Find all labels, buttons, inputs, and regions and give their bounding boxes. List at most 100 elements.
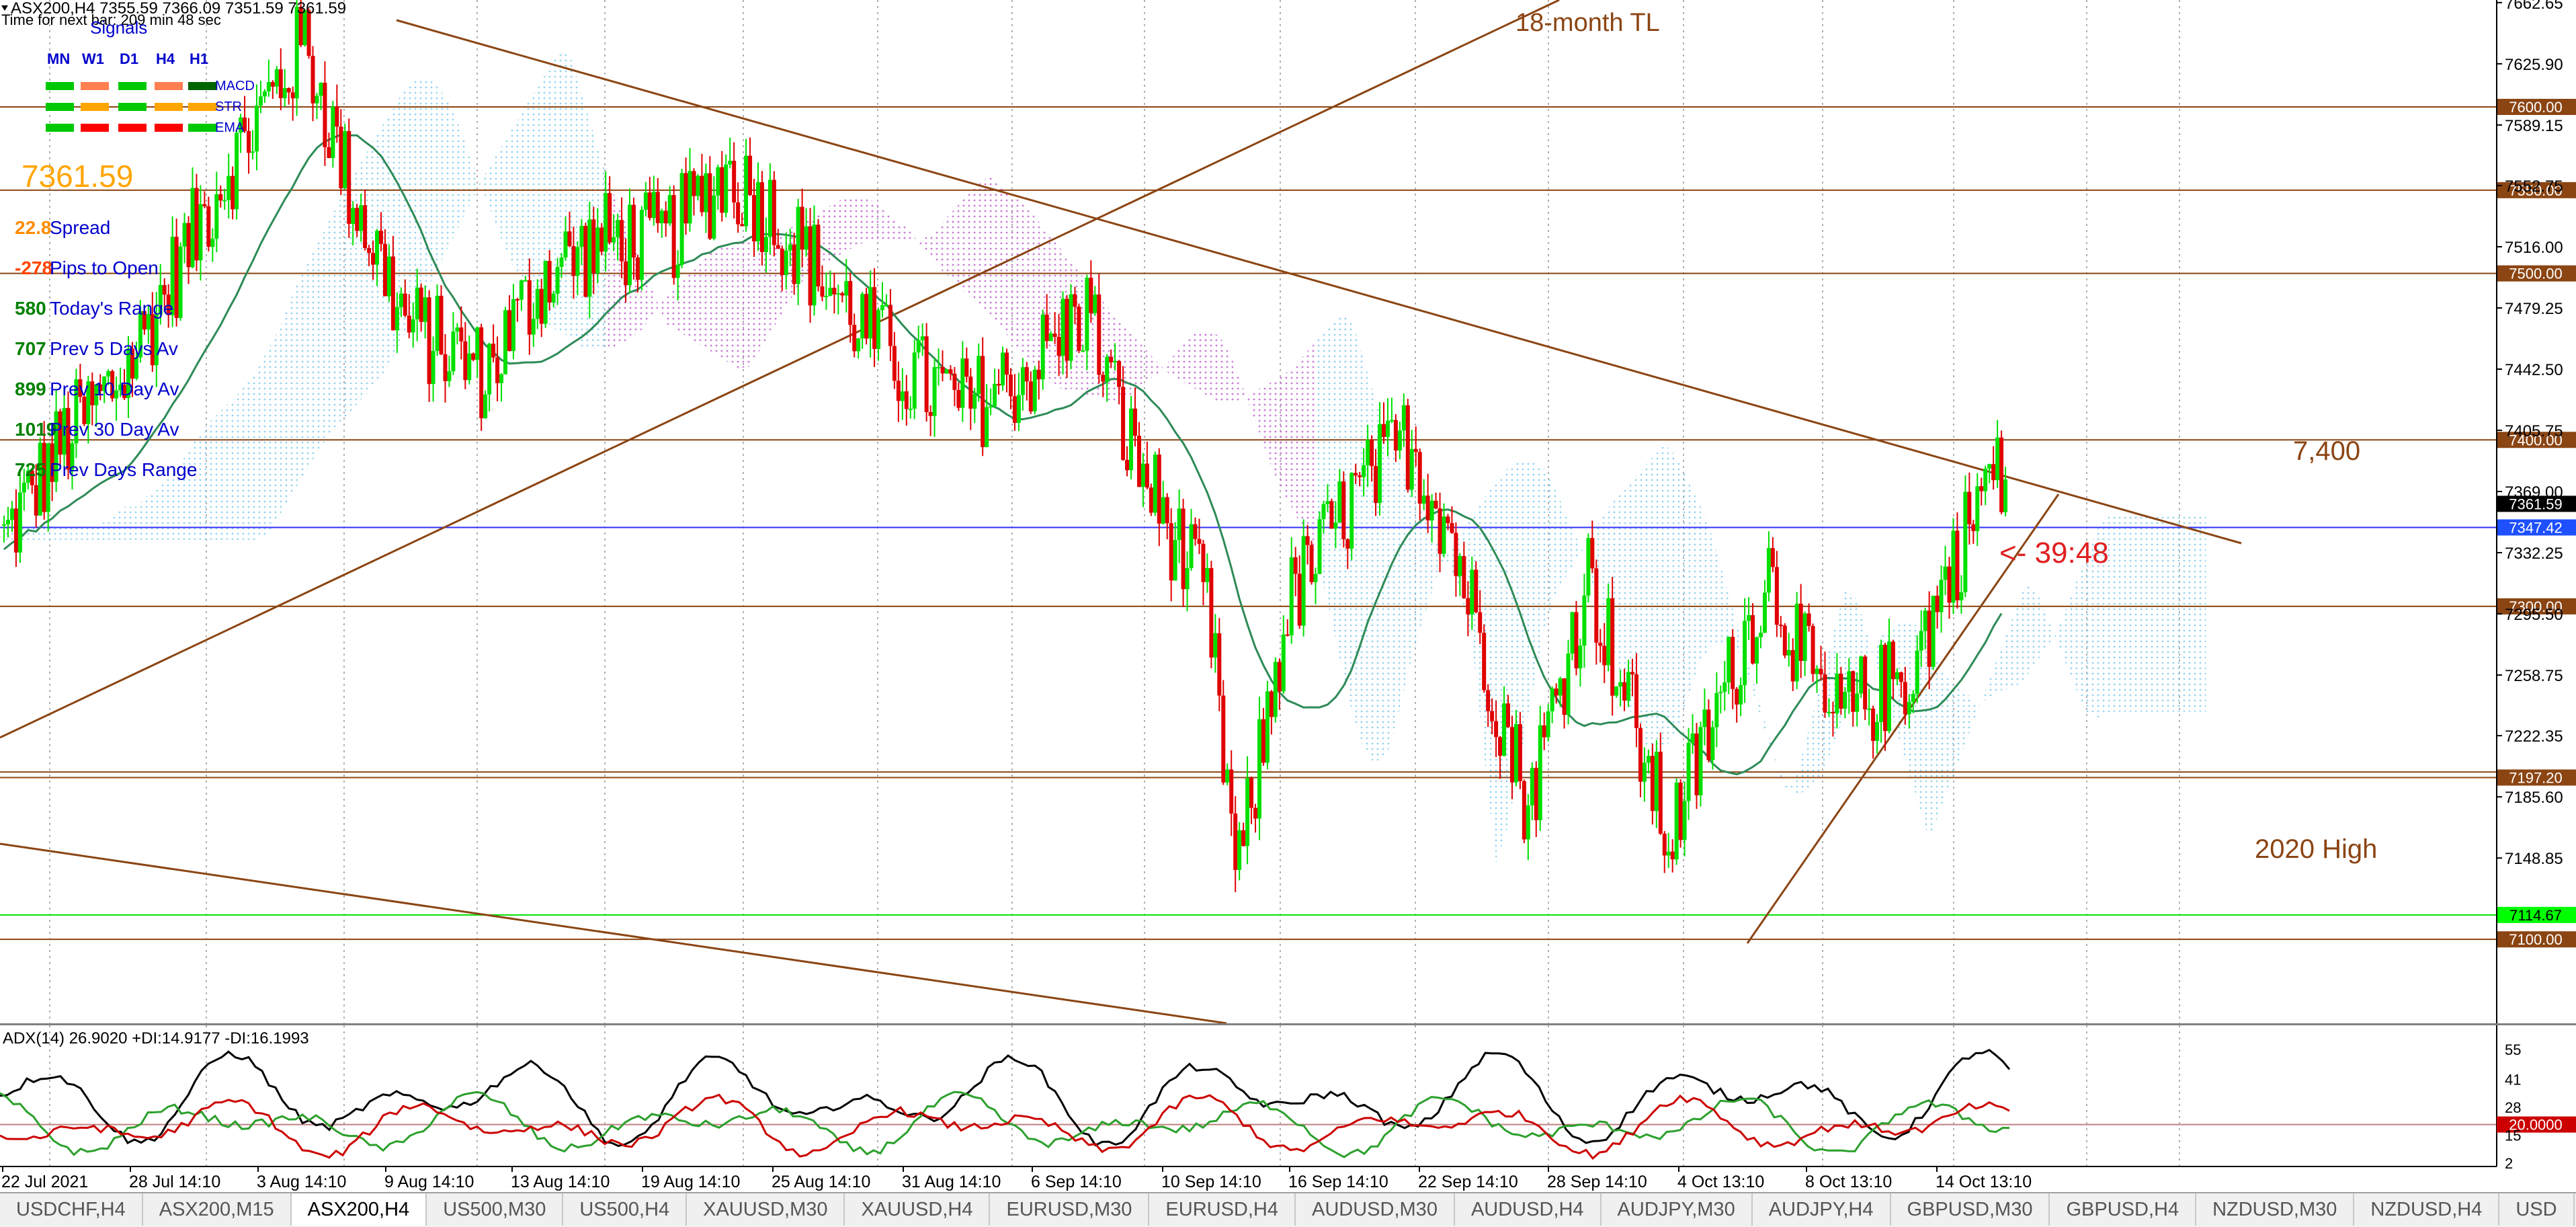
candle-body: [1558, 678, 1563, 696]
candle-body: [306, 10, 311, 56]
candle-body: [1181, 508, 1186, 590]
tab-audusd-m30[interactable]: AUDUSD,M30: [1296, 1193, 1455, 1226]
tab-nzdusd-h4[interactable]: NZDUSD,H4: [2354, 1193, 2500, 1226]
candle-body: [671, 195, 676, 278]
info-value-5: 1019: [15, 419, 56, 440]
candle-body: [1032, 369, 1037, 411]
ichimoku-cloud: [4, 53, 2206, 863]
adx-level-tag: [2497, 1116, 2576, 1133]
candle-body: [415, 287, 419, 319]
candle-body: [767, 180, 772, 237]
candle-body: [70, 443, 75, 470]
candle-body: [920, 336, 925, 341]
horizontal-levels: [0, 106, 2497, 941]
candle-body: [1417, 452, 1422, 504]
candle-body: [1578, 645, 1583, 669]
signal-cell: [155, 103, 183, 111]
tab-audjpy-m30[interactable]: AUDJPY,M30: [1602, 1193, 1753, 1226]
candle-body: [487, 344, 492, 395]
candle-body: [110, 370, 115, 399]
candle-body: [1682, 801, 1687, 840]
candle-body: [1839, 673, 1843, 709]
candle-body: [635, 257, 640, 280]
tab-asx200-m15[interactable]: ASX200,M15: [143, 1193, 292, 1226]
candle-body: [186, 223, 191, 268]
candle-body: [46, 443, 50, 512]
candle-body: [1513, 724, 1518, 783]
candle-body: [1951, 530, 1956, 603]
candle-body: [495, 357, 500, 383]
candle-body: [114, 390, 119, 399]
tab-us500-m30[interactable]: US500,M30: [427, 1193, 564, 1226]
info-value-4: 899: [15, 379, 46, 399]
candle-body: [836, 293, 841, 295]
candle-body: [1762, 592, 1767, 633]
candle-body: [371, 253, 376, 265]
y-tick-label-5: 7479.25: [2505, 300, 2563, 318]
candle-body: [1197, 539, 1202, 544]
candle-body: [579, 225, 584, 247]
plus-di-line: [0, 1091, 2010, 1158]
candle-body: [1490, 711, 1495, 721]
tab-asx200-h4[interactable]: ASX200,H4: [291, 1193, 427, 1226]
candle-body: [1935, 596, 1940, 612]
candle-body: [1827, 711, 1831, 713]
candle-body: [956, 390, 961, 408]
candle-body: [290, 92, 295, 99]
candle-body: [728, 161, 733, 165]
candle-body: [1798, 603, 1803, 662]
signal-row-label-macd: MACD: [215, 79, 255, 93]
tab-gbpusd-h4[interactable]: GBPUSD,H4: [2050, 1193, 2197, 1226]
tab-nzdusd-m30[interactable]: NZDUSD,M30: [2196, 1193, 2355, 1226]
candle-body: [1546, 711, 1550, 738]
candle-body: [423, 297, 427, 322]
candle-body: [359, 205, 364, 231]
candle-body: [254, 105, 259, 152]
blue-price-tag: [2497, 519, 2576, 536]
candle-body: [916, 340, 921, 353]
candle-body: [1333, 522, 1338, 529]
tab-xauusd-h4[interactable]: XAUUSD,H4: [845, 1193, 991, 1226]
candle-body: [78, 379, 83, 397]
tab-usdchf-h4[interactable]: USDCHF,H4: [0, 1193, 143, 1226]
candle-body: [1132, 408, 1137, 436]
candle-body: [804, 226, 808, 250]
candle-body: [559, 258, 564, 267]
tab-gbpusd-m30[interactable]: GBPUSD,M30: [1891, 1193, 2050, 1226]
candle-body: [1065, 299, 1069, 361]
tab-us500-h4[interactable]: US500,H4: [563, 1193, 688, 1226]
candle-body: [54, 411, 58, 482]
candle-body: [1117, 360, 1122, 387]
tab-xauusd-m30[interactable]: XAUUSD,M30: [687, 1193, 845, 1226]
y-tick-label-8: 7369.00: [2505, 483, 2563, 502]
candle-body: [1570, 612, 1575, 654]
candle-body: [692, 171, 696, 196]
candle-body: [1020, 367, 1025, 395]
signal-cell: [188, 103, 216, 111]
y-tick-label-3: 7552.75: [2505, 177, 2563, 196]
tab-usd[interactable]: USD: [2499, 1193, 2575, 1226]
candle-body: [1213, 633, 1218, 658]
candle-body: [708, 173, 712, 239]
tab-audjpy-h4[interactable]: AUDJPY,H4: [1753, 1193, 1891, 1226]
tab-eurusd-h4[interactable]: EURUSD,H4: [1149, 1193, 1296, 1226]
candle-body: [1358, 475, 1362, 477]
tab-audusd-h4[interactable]: AUDUSD,H4: [1455, 1193, 1602, 1226]
candle-body: [1012, 396, 1017, 423]
candle-body: [1145, 463, 1149, 488]
adx-tick-label-0: 55: [2505, 1041, 2521, 1058]
candle-body: [612, 237, 616, 243]
candle-body: [1566, 654, 1571, 715]
y-tick-label-12: 7222.35: [2505, 727, 2563, 746]
candle-body: [860, 294, 865, 339]
candle-body: [1919, 631, 1923, 651]
candle-body: [977, 356, 981, 395]
signal-row-label-ema: EMA: [215, 120, 245, 135]
candle-body: [1722, 682, 1727, 692]
candle-body: [218, 194, 223, 201]
tf-label-W1: W1: [82, 50, 104, 67]
candle-body: [1069, 294, 1073, 361]
tab-eurusd-m30[interactable]: EURUSD,M30: [990, 1193, 1150, 1226]
candle-body: [367, 247, 372, 253]
